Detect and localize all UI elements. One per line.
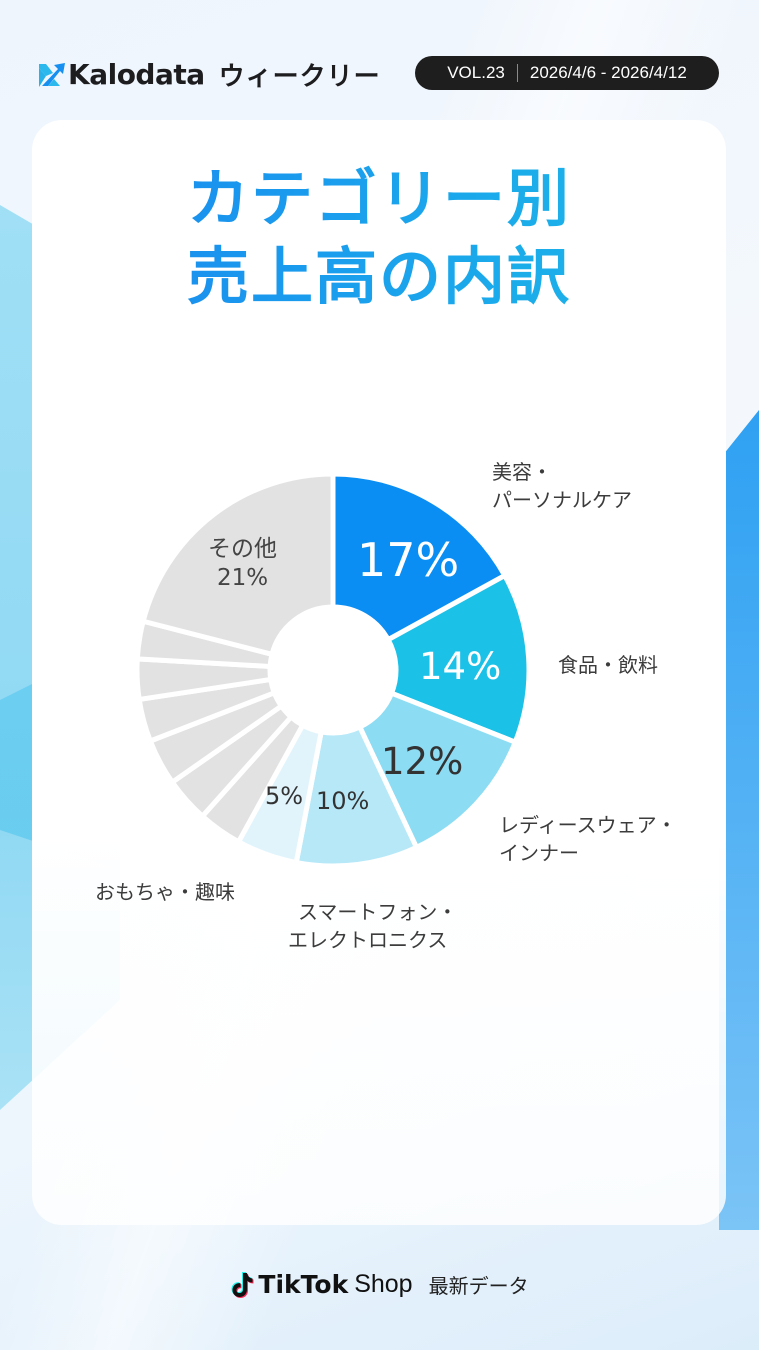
- other-name: その他: [208, 536, 277, 562]
- ladies-line-2: インナー: [499, 841, 579, 865]
- beauty-line-2: パーソナルケア: [492, 488, 632, 512]
- volume-number: VOL.23: [447, 63, 505, 82]
- category-label-ladies: レディースウェア・ インナー: [499, 811, 677, 867]
- badge-divider: [516, 64, 518, 82]
- brand-name: Kalodata: [68, 58, 205, 91]
- latest-data-label: 最新データ: [428, 1274, 529, 1298]
- pie-slice: [140, 471, 336, 658]
- tiktok-logo-icon: [231, 1271, 254, 1298]
- volume-date-badge: VOL.23 2026/4/6 - 2026/4/12: [415, 56, 719, 90]
- footer: TikTok Shop 最新データ: [0, 1270, 759, 1299]
- header: Kalodata ウィークリー VOL.23 2026/4/6 - 2026/4…: [38, 54, 719, 94]
- category-label-beauty: 美容・ パーソナルケア: [492, 458, 632, 514]
- pct-label-phone: 10%: [316, 787, 370, 815]
- donut-hole: [270, 607, 396, 733]
- pct-label-other: その他 21%: [208, 535, 277, 593]
- pct-label-beauty: 17%: [357, 533, 460, 587]
- pct-label-food: 14%: [419, 645, 502, 688]
- category-label-toys: おもちゃ・趣味: [95, 880, 235, 904]
- phone-line-1: スマートフォン・: [298, 900, 458, 924]
- phone-line-2: エレクトロニクス: [288, 928, 448, 952]
- tiktok-shop-label: Shop: [354, 1270, 413, 1298]
- other-pct: 21%: [216, 565, 269, 591]
- kalodata-logo-icon: [39, 62, 65, 87]
- beauty-line-1: 美容・: [492, 460, 552, 484]
- pct-label-toys: 5%: [265, 782, 304, 810]
- kalodata-logo: Kalodata ウィークリー: [38, 56, 381, 93]
- pct-label-ladies: 12%: [381, 740, 464, 783]
- weekly-label: ウィークリー: [218, 62, 381, 92]
- ladies-line-1: レディースウェア・: [499, 813, 677, 837]
- category-label-phone: スマートフォン・ エレクトロニクス: [288, 898, 457, 954]
- tiktok-brand: TikTok: [258, 1270, 349, 1299]
- date-range: 2026/4/6 - 2026/4/12: [529, 63, 687, 82]
- category-label-food: 食品・飲料: [558, 653, 658, 677]
